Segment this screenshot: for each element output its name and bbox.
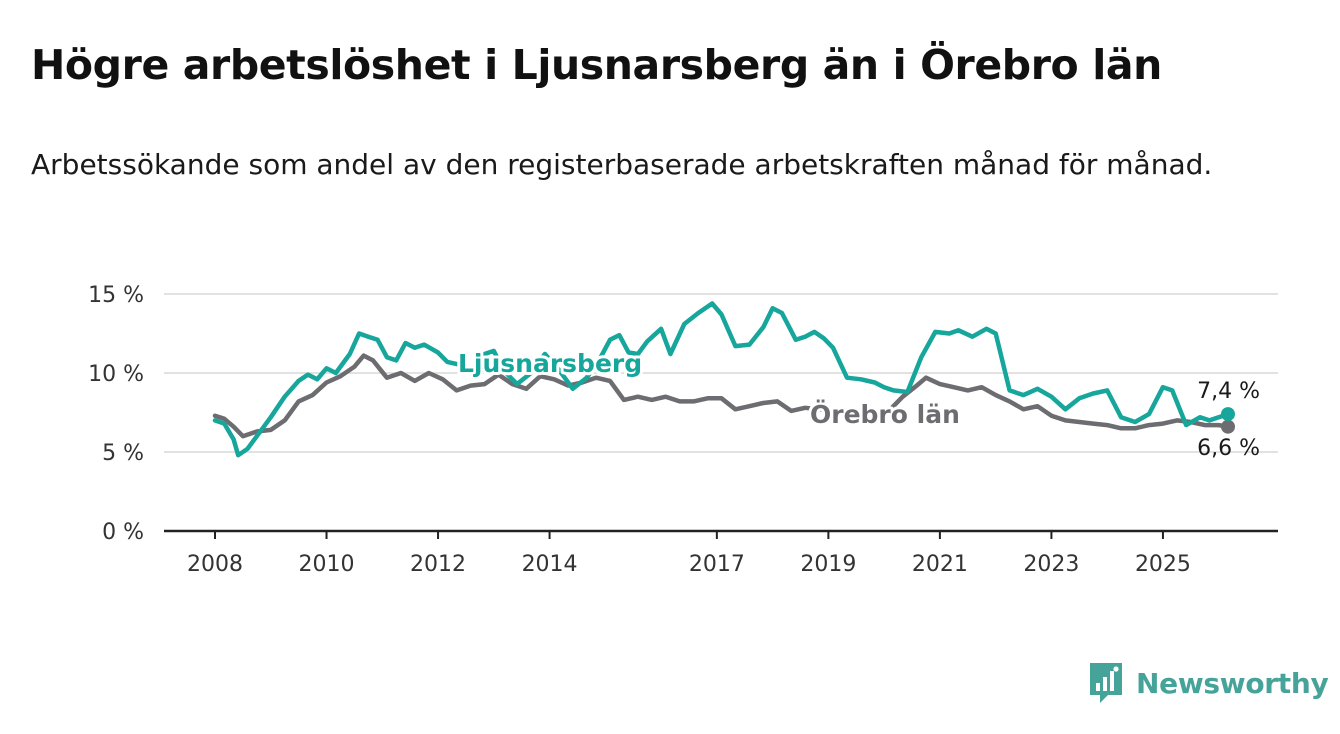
newsworthy-logo: Newsworthy	[1088, 660, 1329, 706]
brand-name: Newsworthy	[1136, 666, 1329, 700]
x-axis-ticks: 2008 2010 2012 2014 2017 2019 2021 2023 2025	[187, 531, 1191, 577]
y-axis-ticks: 0 % 5 % 10 % 15 %	[88, 283, 144, 545]
y-tick-label: 0 %	[102, 520, 144, 545]
chart-title: Högre arbetslöshet i Ljusnarsberg än i Ö…	[31, 41, 1162, 89]
x-tick-label: 2010	[299, 552, 355, 577]
x-tick-label: 2012	[410, 552, 466, 577]
x-tick-label: 2017	[689, 552, 745, 577]
series-labels: Ljusnarsberg Örebro län 7,4 % 6,6 %	[455, 346, 1260, 461]
series-lines	[212, 301, 1235, 458]
x-tick-label: 2019	[800, 552, 856, 577]
x-tick-label: 2021	[912, 552, 968, 577]
y-tick-label: 15 %	[88, 283, 144, 308]
newsworthy-icon	[1090, 663, 1122, 703]
x-tick-label: 2023	[1023, 552, 1079, 577]
x-tick-label: 2008	[187, 552, 243, 577]
end-point-ljusnarsberg	[1221, 407, 1235, 422]
y-tick-label: 10 %	[88, 362, 144, 387]
end-value-ljusnarsberg: 7,4 %	[1197, 379, 1260, 404]
series-line-orebro-lan	[212, 353, 1231, 439]
gridlines	[164, 293, 1278, 533]
series-label-orebro-lan: Örebro län	[810, 399, 960, 429]
y-tick-label: 5 %	[102, 441, 144, 466]
end-point-orebro-lan	[1221, 419, 1235, 434]
x-tick-label: 2014	[522, 552, 578, 577]
series-label-ljusnarsberg: Ljusnarsberg	[458, 349, 642, 378]
x-tick-label: 2025	[1135, 552, 1191, 577]
chart-subtitle: Arbetssökande som andel av den registerb…	[31, 148, 1213, 181]
series-line-ljusnarsberg	[212, 301, 1231, 458]
end-value-orebro-lan: 6,6 %	[1197, 436, 1260, 461]
